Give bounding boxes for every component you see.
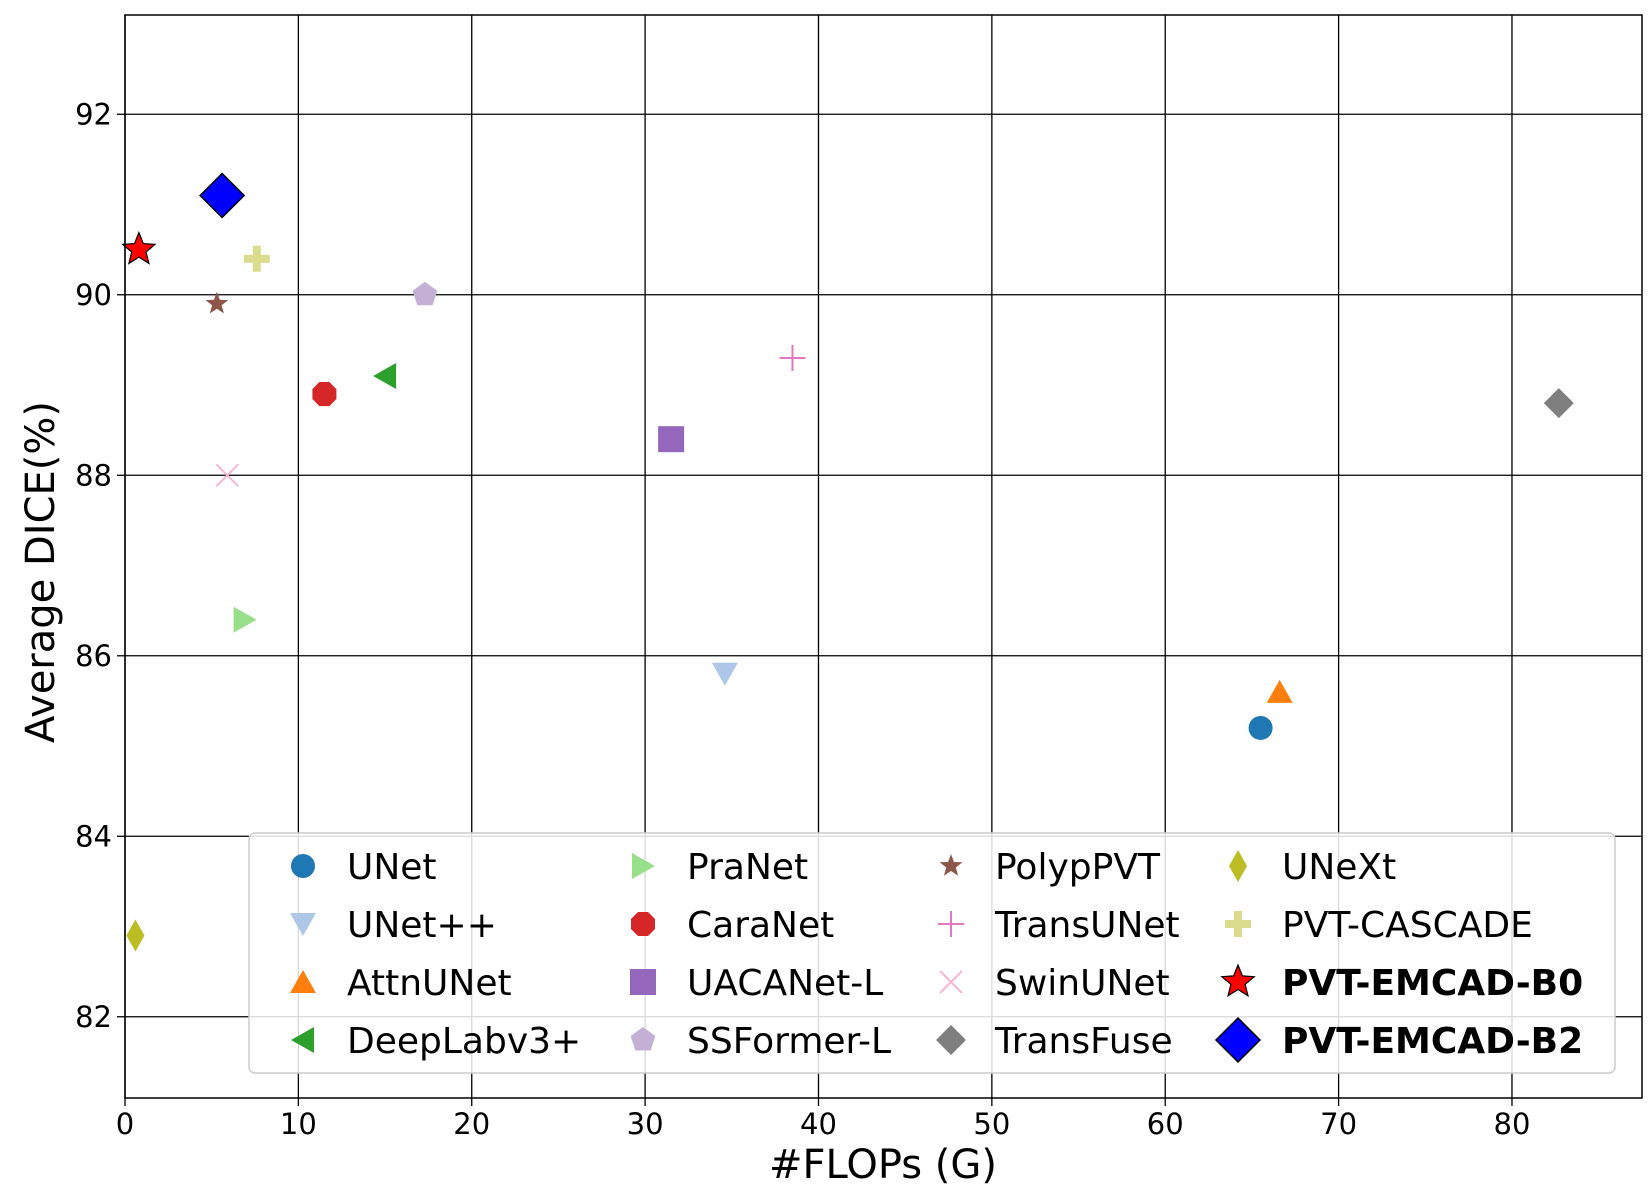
legend-item-transunet: TransUNet (938, 905, 1180, 946)
data-points (121, 172, 1574, 952)
legend-marker-pvt-emcad-b2 (1214, 1016, 1262, 1064)
point-swinunet (215, 463, 239, 487)
legend-marker-unext (1229, 850, 1247, 882)
legend: UNet UNet++ AttnUNet DeepLabv3+ PraNet CaraNe… (248, 832, 1616, 1074)
legend-marker-unet (290, 913, 316, 936)
y-tick-label: 90 (75, 278, 112, 312)
legend-label: UNeXt (1282, 847, 1396, 888)
x-tick-label: 10 (280, 1107, 317, 1141)
legend-label: TransFuse (994, 1021, 1173, 1062)
y-axis-ticks: 82 84 86 88 90 92 (75, 97, 125, 1034)
legend-label: PraNet (687, 847, 808, 888)
legend-item-polyppvt: PolypPVT (939, 847, 1161, 888)
legend-label: CaraNet (687, 905, 834, 946)
x-tick-label: 40 (800, 1107, 837, 1141)
legend-item-pvt-emcad-b0: PVT-EMCAD-B0 (1220, 963, 1583, 1004)
legend-marker-ssformer-l (630, 1027, 656, 1051)
legend-marker-deeplabv3 (291, 1027, 314, 1053)
legend-marker-transfuse (936, 1025, 966, 1055)
legend-item-attnunet: AttnUNet (290, 963, 512, 1004)
legend-item-caranet: CaraNet (631, 905, 834, 946)
point-pvt-cascade (243, 245, 270, 272)
point-unet (711, 662, 738, 686)
legend-marker-uacanet-l (630, 969, 656, 995)
legend-marker-transunet (938, 911, 964, 937)
legend-item-transfuse: TransFuse (936, 1021, 1173, 1062)
legend-item-deeplabv3: DeepLabv3+ (291, 1021, 581, 1062)
plot-frame (124, 14, 1643, 1099)
legend-label: UNet (347, 847, 437, 888)
legend-item-swinunet: SwinUNet (939, 963, 1170, 1004)
legend-label: UNet++ (347, 905, 497, 946)
x-tick-label: 80 (1494, 1107, 1531, 1141)
legend-item-unet: UNet++ (290, 905, 497, 946)
legend-item-pvt-cascade: PVT-CASCADE (1225, 905, 1533, 946)
legend-marker-polyppvt (939, 854, 963, 876)
y-tick-label: 84 (75, 819, 112, 853)
x-tick-label: 70 (1320, 1107, 1357, 1141)
y-tick-label: 86 (75, 639, 112, 673)
legend-marker-swinunet (939, 970, 963, 994)
point-uacanet-l (658, 426, 685, 453)
point-ssformer-l (412, 281, 438, 306)
legend-marker-attnunet (290, 970, 316, 993)
point-deeplabv3 (373, 363, 397, 389)
x-axis-ticks: 0 10 20 30 40 50 60 70 80 (116, 1098, 1531, 1141)
point-pvt-emcad-b2 (199, 172, 246, 219)
legend-marker-pranet (632, 853, 655, 879)
x-tick-label: 20 (453, 1107, 490, 1141)
legend-label: PVT-CASCADE (1282, 905, 1533, 946)
legend-marker-caranet (631, 912, 655, 936)
point-caranet (312, 382, 337, 407)
point-attnunet (1266, 679, 1293, 703)
legend-label: PolypPVT (995, 847, 1161, 888)
legend-item-pranet: PraNet (632, 847, 808, 888)
legend-box (248, 832, 1616, 1074)
point-transunet (779, 344, 806, 371)
y-tick-label: 82 (75, 1000, 112, 1034)
legend-label: SwinUNet (995, 963, 1170, 1004)
x-tick-label: 50 (973, 1107, 1010, 1141)
legend-marker-unet (291, 854, 315, 878)
legend-label: DeepLabv3+ (347, 1021, 581, 1062)
point-unet (1248, 715, 1273, 740)
legend-label: AttnUNet (347, 963, 512, 1004)
legend-item-ssformer-l: SSFormer-L (630, 1021, 891, 1062)
legend-label: UACANet-L (687, 963, 883, 1004)
point-transfuse (1543, 388, 1574, 419)
x-tick-label: 30 (627, 1107, 664, 1141)
legend-item-pvt-emcad-b2: PVT-EMCAD-B2 (1214, 1016, 1583, 1064)
legend-label: SSFormer-L (687, 1021, 891, 1062)
legend-item-unext: UNeXt (1229, 847, 1396, 888)
x-tick-label: 0 (116, 1107, 134, 1141)
legend-label: TransUNet (994, 905, 1180, 946)
legend-marker-pvt-emcad-b0 (1220, 963, 1256, 998)
y-tick-label: 92 (75, 97, 112, 131)
y-axis-title: Average DICE(%) (18, 401, 64, 743)
x-tick-label: 60 (1147, 1107, 1184, 1141)
legend-item-unet: UNet (291, 847, 437, 888)
point-pranet (233, 606, 257, 633)
legend-label: PVT-EMCAD-B0 (1282, 963, 1583, 1004)
legend-item-uacanet-l: UACANet-L (630, 963, 883, 1004)
point-pvt-emcad-b0 (121, 230, 157, 265)
point-polyppvt (205, 291, 229, 314)
point-unext (126, 919, 145, 952)
legend-marker-pvt-cascade (1225, 911, 1251, 937)
legend-label: PVT-EMCAD-B2 (1282, 1021, 1583, 1062)
x-axis-title: #FLOPs (G) (769, 1142, 997, 1188)
y-tick-label: 88 (75, 458, 112, 492)
